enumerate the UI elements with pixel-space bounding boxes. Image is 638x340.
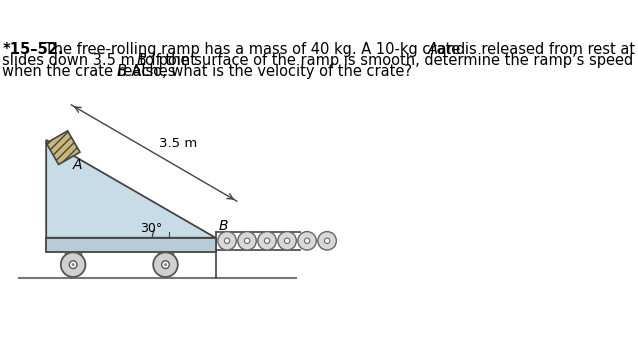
Text: B: B xyxy=(137,53,147,68)
Circle shape xyxy=(285,238,290,243)
Circle shape xyxy=(325,238,330,243)
Circle shape xyxy=(161,261,169,269)
Circle shape xyxy=(264,238,270,243)
Circle shape xyxy=(225,238,230,243)
Text: when the crate reaches: when the crate reaches xyxy=(3,64,181,79)
Text: B: B xyxy=(219,219,228,233)
Text: . Also, what is the velocity of the crate?: . Also, what is the velocity of the crat… xyxy=(122,64,412,79)
Text: A: A xyxy=(72,158,82,172)
Text: slides down 3.5 m to point: slides down 3.5 m to point xyxy=(3,53,201,68)
Text: and: and xyxy=(433,42,466,57)
Circle shape xyxy=(298,232,316,250)
Bar xyxy=(158,252,173,262)
Circle shape xyxy=(278,232,296,250)
Text: A: A xyxy=(428,42,438,57)
Circle shape xyxy=(218,232,236,250)
Circle shape xyxy=(164,263,167,266)
Circle shape xyxy=(318,232,336,250)
Text: 30°: 30° xyxy=(140,222,162,235)
Text: *15–52.: *15–52. xyxy=(3,42,64,57)
Text: 3.5 m: 3.5 m xyxy=(159,137,197,150)
Text: B: B xyxy=(117,64,127,79)
Polygon shape xyxy=(46,238,216,252)
Circle shape xyxy=(304,238,310,243)
Bar xyxy=(66,252,81,262)
Circle shape xyxy=(258,232,276,250)
Circle shape xyxy=(153,252,178,277)
Circle shape xyxy=(238,232,256,250)
Text: The free-rolling ramp has a mass of 40 kg. A 10-kg crate is released from rest a: The free-rolling ramp has a mass of 40 k… xyxy=(40,42,638,57)
Polygon shape xyxy=(46,140,216,238)
Text: . If the surface of the ramp is smooth, determine the ramp’s speed: . If the surface of the ramp is smooth, … xyxy=(142,53,634,68)
Circle shape xyxy=(70,261,77,269)
Circle shape xyxy=(244,238,249,243)
Circle shape xyxy=(61,252,85,277)
Circle shape xyxy=(71,263,75,266)
Polygon shape xyxy=(47,131,80,165)
